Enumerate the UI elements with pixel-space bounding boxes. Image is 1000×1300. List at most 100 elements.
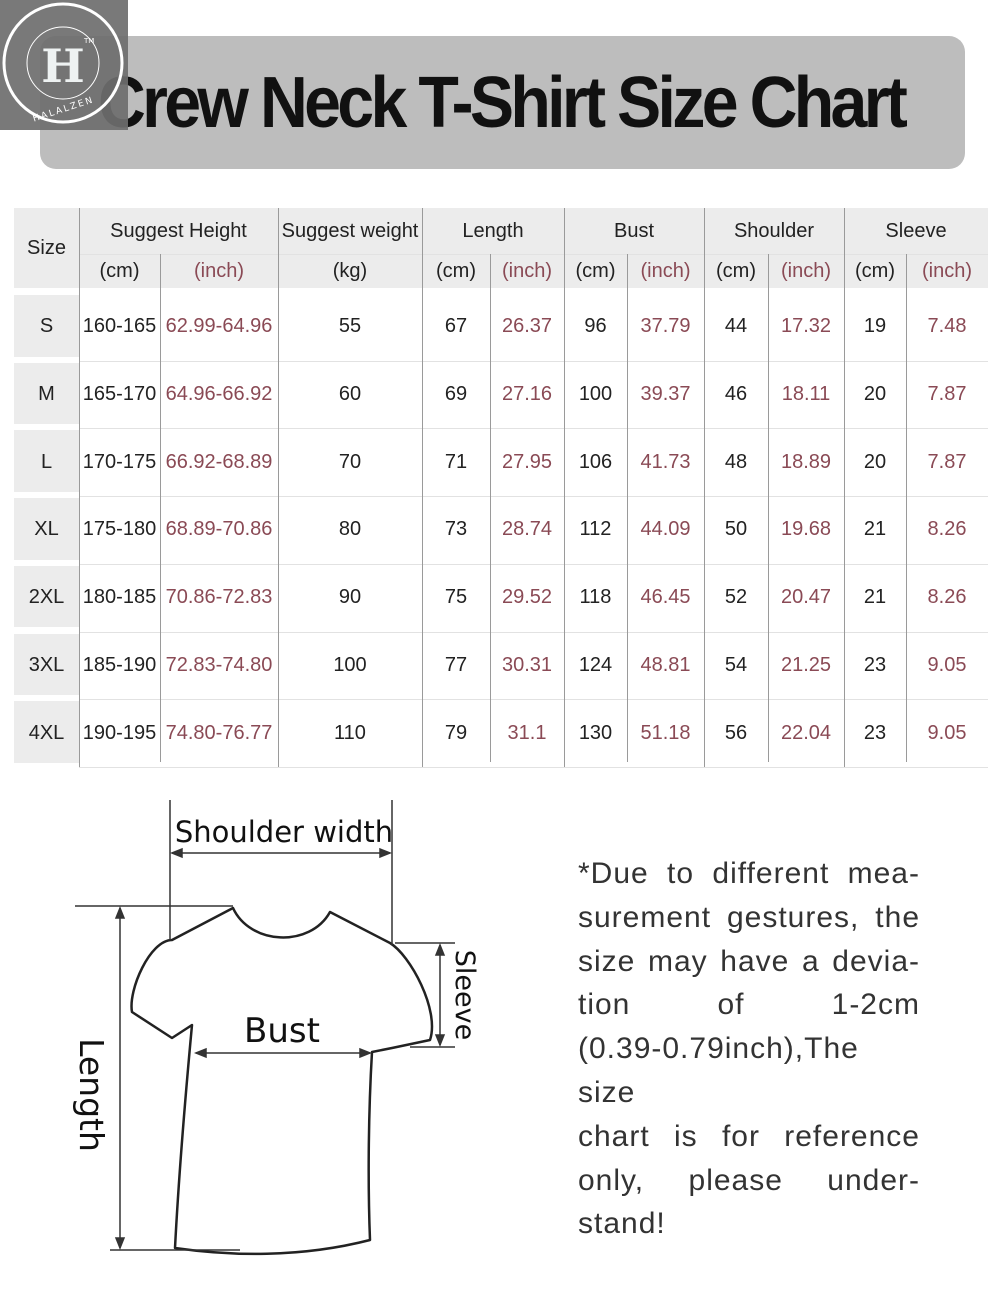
table-cell: 30.31: [501, 653, 553, 676]
column-divider: [79, 208, 80, 767]
table-cell: 21: [863, 518, 887, 541]
table-cell: 21: [863, 586, 887, 609]
size-cell-bg: [14, 565, 79, 628]
row-divider: [79, 699, 988, 701]
table-cell: 64.96-66.92: [165, 383, 273, 406]
subcolumn-divider: [160, 254, 161, 762]
group-header: Length: [462, 219, 524, 242]
bust-label: Bust: [244, 1011, 320, 1051]
table-cell: 20: [863, 383, 887, 406]
column-divider: [564, 208, 565, 767]
column-divider: [278, 208, 279, 767]
table-cell: 118: [579, 586, 612, 609]
tshirt-diagram: Shoulder width Bust Length Sleeve: [72, 800, 480, 1256]
header-divider: [79, 254, 988, 255]
table-header: [14, 208, 988, 288]
table-cell: 18.89: [780, 450, 832, 473]
table-cell: 26.37: [501, 315, 553, 338]
table-cell: 74.80-76.77: [165, 721, 273, 744]
table-cell: 180-185: [82, 586, 157, 609]
header-size: Size: [27, 236, 66, 259]
table-cell: 21.25: [780, 653, 832, 676]
measurement-note: *Due to different mea-surement gestures,…: [578, 852, 920, 1246]
group-header: Suggest weight: [281, 219, 419, 242]
row-divider: [79, 631, 988, 633]
size-label: M: [38, 383, 55, 406]
table-cell: 106: [578, 450, 613, 473]
size-cell-bg: [14, 430, 79, 493]
table-cell: 48.81: [640, 653, 691, 676]
table-cell: 8.26: [927, 518, 967, 541]
table-cell: 39.37: [640, 383, 691, 406]
table-cell: 51.18: [640, 721, 691, 744]
note-line: surement gestures, the: [578, 900, 920, 934]
table-cell: 112: [579, 518, 612, 541]
table-cell: 90: [338, 586, 362, 609]
table-cell: 60: [338, 383, 362, 406]
table-cell: 175-180: [82, 518, 157, 541]
table-cell: 37.79: [640, 315, 691, 338]
length-label: Length: [72, 1038, 111, 1152]
note-line: (0.39-0.79inch),The size: [578, 1032, 859, 1109]
unit-header: (inch): [193, 259, 244, 282]
size-cell-bg: [14, 633, 79, 696]
table-cell: 56: [724, 721, 748, 744]
table-cell: 71: [444, 450, 468, 473]
table-cell: 17.32: [780, 315, 832, 338]
size-label: L: [40, 450, 53, 473]
table-cell: 9.05: [927, 721, 967, 744]
table-cell: 7.87: [927, 450, 967, 473]
table-cell: 160-165: [82, 315, 157, 338]
table-cell: 170-175: [82, 450, 157, 473]
size-cell-bg: [14, 498, 79, 560]
group-header: Bust: [613, 219, 655, 242]
note-line: chart is for reference: [578, 1119, 920, 1153]
table-cell: 7.87: [927, 383, 967, 406]
table-cell: 22.04: [780, 721, 832, 744]
note-line: only, please under-: [578, 1163, 920, 1197]
sleeve-label: Sleeve: [449, 950, 480, 1040]
row-divider: [79, 766, 988, 768]
table-cell: 48: [724, 450, 748, 473]
note-line: stand!: [578, 1207, 666, 1241]
subcolumn-divider: [490, 254, 491, 762]
subcolumn-divider: [627, 254, 628, 762]
column-divider: [704, 208, 705, 767]
page-title: Crew Neck T-Shirt Size Chart: [98, 63, 908, 143]
table-cell: 165-170: [82, 383, 157, 406]
size-cell-bg: [14, 295, 79, 357]
table-cell: 130: [578, 721, 613, 744]
logo-wordmark: HALALZEN: [32, 95, 96, 124]
note-line: *Due to different mea-: [578, 857, 920, 890]
subcolumn-divider: [906, 254, 907, 762]
logo-tm: TM: [83, 37, 94, 45]
size-label: 3XL: [28, 653, 65, 676]
table-cell: 62.99-64.96: [165, 315, 273, 338]
table-cell: 46: [724, 383, 748, 406]
table-cell: 69: [444, 383, 468, 406]
logo-mark: H: [41, 39, 84, 93]
shoulder-width-label: Shoulder width: [175, 815, 393, 849]
table-cell: 50: [724, 518, 748, 541]
table-cell: 190-195: [82, 721, 157, 744]
table-cell: 9.05: [927, 653, 967, 676]
size-cell-bg: [14, 701, 79, 763]
size-label: XL: [34, 518, 59, 541]
column-divider: [422, 208, 423, 767]
row-divider: [79, 428, 988, 430]
table-cell: 29.52: [501, 586, 553, 609]
size-cell-bg: [14, 362, 79, 425]
note-line: tion of 1-2cm: [578, 988, 920, 1022]
unit-header: (cm): [855, 259, 895, 282]
note-line: size may have a devia-: [578, 944, 920, 978]
table-cell: 110: [334, 721, 366, 744]
table-cell: 70: [338, 450, 362, 473]
size-label: 4XL: [28, 721, 65, 744]
table-cell: 28.74: [501, 518, 553, 541]
table-cell: 19.68: [780, 518, 832, 541]
table-cell: 77: [444, 653, 468, 676]
group-header: Sleeve: [885, 219, 947, 242]
table-cell: 20.47: [780, 586, 832, 609]
unit-header: (inch): [640, 259, 691, 282]
table-cell: 27.95: [501, 450, 553, 473]
